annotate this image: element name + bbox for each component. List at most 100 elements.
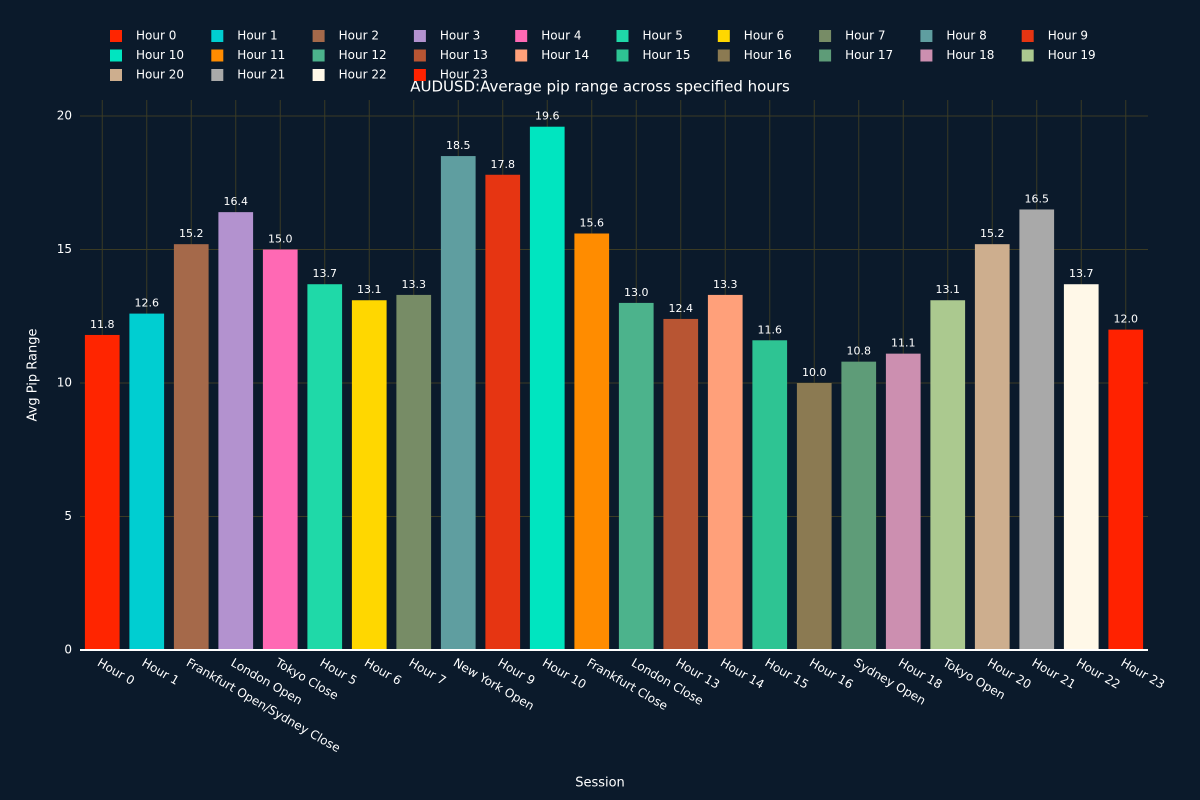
bar bbox=[618, 302, 654, 650]
bar bbox=[262, 249, 298, 650]
legend-label: Hour 3 bbox=[440, 29, 480, 43]
bar bbox=[129, 313, 165, 650]
data-label: 11.8 bbox=[90, 318, 115, 331]
bar bbox=[84, 334, 120, 650]
legend-swatch bbox=[1021, 49, 1034, 62]
bar bbox=[574, 233, 610, 650]
data-label: 15.2 bbox=[980, 227, 1005, 240]
legend-swatch bbox=[1021, 30, 1034, 42]
legend-label: Hour 20 bbox=[136, 68, 184, 82]
bar bbox=[440, 156, 476, 650]
legend-label: Hour 6 bbox=[744, 29, 784, 43]
bar bbox=[351, 300, 387, 650]
bar bbox=[930, 300, 966, 650]
bar bbox=[752, 340, 788, 650]
legend-swatch bbox=[312, 30, 325, 42]
data-label: 13.1 bbox=[357, 283, 382, 296]
legend-label: Hour 5 bbox=[643, 29, 683, 43]
data-label: 11.1 bbox=[891, 337, 916, 350]
legend-label: Hour 13 bbox=[440, 48, 488, 62]
legend-swatch bbox=[515, 49, 528, 62]
legend-label: Hour 12 bbox=[339, 48, 387, 62]
legend-swatch bbox=[717, 49, 730, 62]
legend-swatch bbox=[920, 30, 933, 42]
bar bbox=[173, 244, 209, 651]
legend-label: Hour 9 bbox=[1048, 29, 1088, 43]
data-label: 10.0 bbox=[802, 366, 827, 379]
legend-label: Hour 16 bbox=[744, 48, 792, 62]
data-label: 10.8 bbox=[847, 345, 872, 358]
legend-label: Hour 23 bbox=[440, 68, 488, 82]
data-label: 12.0 bbox=[1114, 313, 1139, 326]
legend-label: Hour 14 bbox=[541, 48, 589, 62]
legend-label: Hour 7 bbox=[845, 29, 885, 43]
y-tick-label: 20 bbox=[57, 109, 72, 123]
legend-swatch bbox=[413, 69, 426, 81]
legend-label: Hour 0 bbox=[136, 29, 176, 43]
legend-label: Hour 17 bbox=[845, 48, 893, 62]
data-label: 13.3 bbox=[402, 278, 427, 291]
legend-swatch bbox=[413, 49, 426, 62]
legend-label: Hour 18 bbox=[946, 48, 994, 62]
bar bbox=[218, 212, 254, 650]
legend-label: Hour 11 bbox=[237, 48, 285, 62]
data-label: 12.6 bbox=[135, 297, 160, 310]
legend-label: Hour 15 bbox=[643, 48, 691, 62]
legend-swatch bbox=[312, 69, 325, 81]
legend-swatch bbox=[413, 30, 426, 42]
bar bbox=[1108, 329, 1144, 650]
legend-swatch bbox=[211, 69, 224, 81]
data-label: 13.7 bbox=[1069, 267, 1094, 280]
data-label: 19.6 bbox=[535, 110, 560, 123]
legend-swatch bbox=[819, 49, 832, 62]
bar bbox=[485, 174, 521, 651]
legend-label: Hour 8 bbox=[946, 29, 986, 43]
data-label: 13.0 bbox=[624, 286, 649, 299]
data-label: 15.2 bbox=[179, 227, 204, 240]
legend-label: Hour 4 bbox=[541, 29, 581, 43]
bar bbox=[1019, 209, 1055, 651]
data-label: 16.4 bbox=[224, 195, 249, 208]
legend-swatch bbox=[515, 30, 528, 42]
data-label: 17.8 bbox=[491, 158, 516, 171]
x-axis-title: Session bbox=[575, 776, 625, 791]
bar bbox=[396, 294, 432, 650]
bar bbox=[885, 353, 921, 650]
chart-title: AUDUSD:Average pip range across specifie… bbox=[410, 78, 790, 96]
y-tick-label: 0 bbox=[64, 643, 72, 657]
legend-label: Hour 22 bbox=[339, 68, 387, 82]
legend-label: Hour 19 bbox=[1048, 48, 1096, 62]
bar bbox=[841, 361, 877, 650]
data-label: 12.4 bbox=[669, 302, 694, 315]
data-label: 18.5 bbox=[446, 139, 471, 152]
bar bbox=[529, 126, 565, 650]
data-label: 15.6 bbox=[580, 216, 605, 229]
legend-swatch bbox=[312, 49, 325, 62]
data-label: 15.0 bbox=[268, 233, 293, 246]
data-label: 16.5 bbox=[1025, 192, 1050, 205]
legend-label: Hour 2 bbox=[339, 29, 379, 43]
bar bbox=[663, 318, 699, 650]
bar bbox=[307, 284, 343, 650]
legend-swatch bbox=[110, 30, 122, 42]
data-label: 13.7 bbox=[313, 267, 338, 280]
data-label: 11.6 bbox=[758, 323, 783, 336]
y-tick-label: 5 bbox=[64, 509, 72, 523]
legend-swatch bbox=[211, 49, 224, 62]
bar bbox=[974, 244, 1010, 651]
legend-swatch bbox=[616, 30, 629, 42]
bar bbox=[707, 294, 743, 650]
legend-swatch bbox=[110, 69, 122, 81]
legend-swatch bbox=[819, 30, 832, 42]
legend-swatch bbox=[211, 30, 224, 42]
legend-swatch bbox=[110, 49, 122, 62]
legend-swatch bbox=[717, 30, 730, 42]
legend-label: Hour 1 bbox=[237, 29, 277, 43]
y-axis-title: Avg Pip Range bbox=[26, 329, 41, 422]
data-label: 13.1 bbox=[936, 283, 961, 296]
y-tick-label: 10 bbox=[57, 376, 72, 390]
data-label: 13.3 bbox=[713, 278, 738, 291]
legend-label: Hour 10 bbox=[136, 48, 184, 62]
bar bbox=[796, 383, 832, 650]
